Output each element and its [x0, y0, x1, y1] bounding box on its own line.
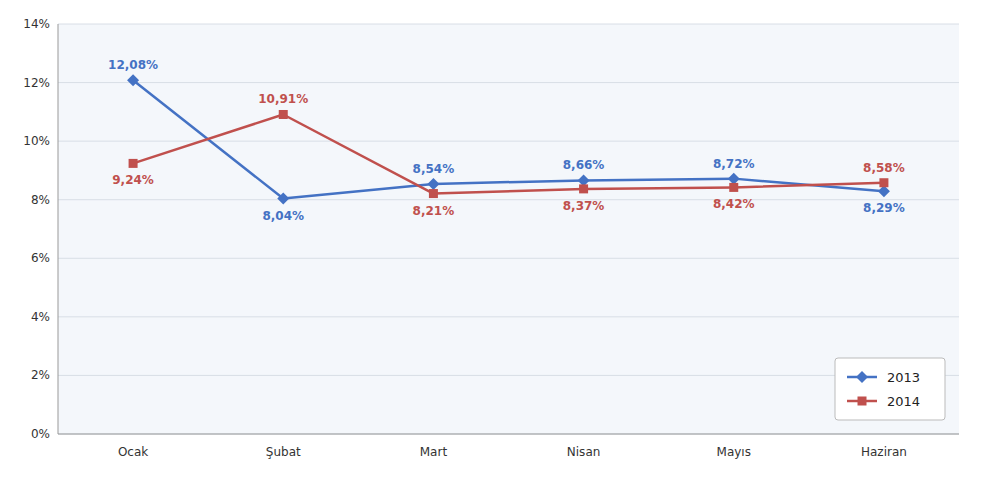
data-label: 12,08% — [108, 58, 158, 72]
tick-label: Mayıs — [717, 445, 751, 459]
legend-box — [835, 358, 945, 420]
data-label: 10,91% — [258, 92, 308, 106]
data-label: 8,54% — [413, 162, 455, 176]
tick-label: 14% — [23, 17, 50, 31]
data-label: 8,21% — [413, 204, 455, 218]
data-labels: 12,08% 8,04% 8,54% 8,66% 8,72% 8,29% 9,24% 10,9… — [108, 58, 905, 222]
tick-label: 12% — [23, 76, 50, 90]
tick-label: Şubat — [266, 445, 301, 459]
tick-label: 2% — [31, 368, 50, 382]
axis-line — [58, 24, 59, 434]
legend-marker — [858, 397, 867, 406]
point — [879, 178, 888, 187]
series-line — [133, 80, 884, 198]
data-label: 8,04% — [262, 209, 304, 223]
point — [728, 173, 740, 185]
grid-line — [58, 24, 959, 25]
data-label: 8,42% — [713, 197, 755, 211]
tick-label: Mart — [420, 445, 448, 459]
plot-area — [58, 24, 959, 434]
tick-label: Haziran — [861, 445, 907, 459]
grid-line — [58, 141, 959, 142]
point — [279, 110, 288, 119]
y-axis: 0% 2% 4% 6% 8% 10% 12% 14% — [23, 17, 959, 441]
point — [127, 74, 139, 86]
grid-line — [58, 258, 959, 259]
point — [129, 159, 138, 168]
tick-label: 0% — [31, 427, 50, 441]
legend-label: 2013 — [887, 370, 920, 385]
x-axis: Ocak Şubat Mart Nisan Mayıs Haziran — [118, 445, 907, 459]
grid-line — [58, 375, 959, 376]
data-label: 8,72% — [713, 157, 755, 171]
point — [277, 193, 289, 205]
chart: 0% 2% 4% 6% 8% 10% 12% 14% Ocak Şubat Mart Nisan May… — [0, 0, 983, 478]
grid-line — [58, 316, 959, 317]
legend: 2013 2014 — [835, 358, 945, 420]
point — [429, 189, 438, 198]
tick-label: 10% — [23, 134, 50, 148]
tick-label: 6% — [31, 251, 50, 265]
tick-label: 4% — [31, 310, 50, 324]
grid-line — [58, 82, 959, 83]
data-label: 8,37% — [563, 199, 605, 213]
data-label: 8,66% — [563, 158, 605, 172]
grid-line — [58, 199, 959, 200]
point — [729, 183, 738, 192]
grid-line — [58, 434, 959, 435]
series-line — [133, 114, 884, 193]
data-label: 9,24% — [112, 173, 154, 187]
tick-label: Nisan — [567, 445, 601, 459]
tick-label: Ocak — [118, 445, 148, 459]
point — [427, 178, 439, 190]
data-label: 8,29% — [863, 201, 905, 215]
legend-marker — [856, 371, 868, 383]
legend-label: 2014 — [887, 394, 920, 409]
data-label: 8,58% — [863, 161, 905, 175]
tick-label: 8% — [31, 193, 50, 207]
axis-line — [58, 434, 959, 435]
point — [579, 184, 588, 193]
series-group — [127, 74, 890, 204]
